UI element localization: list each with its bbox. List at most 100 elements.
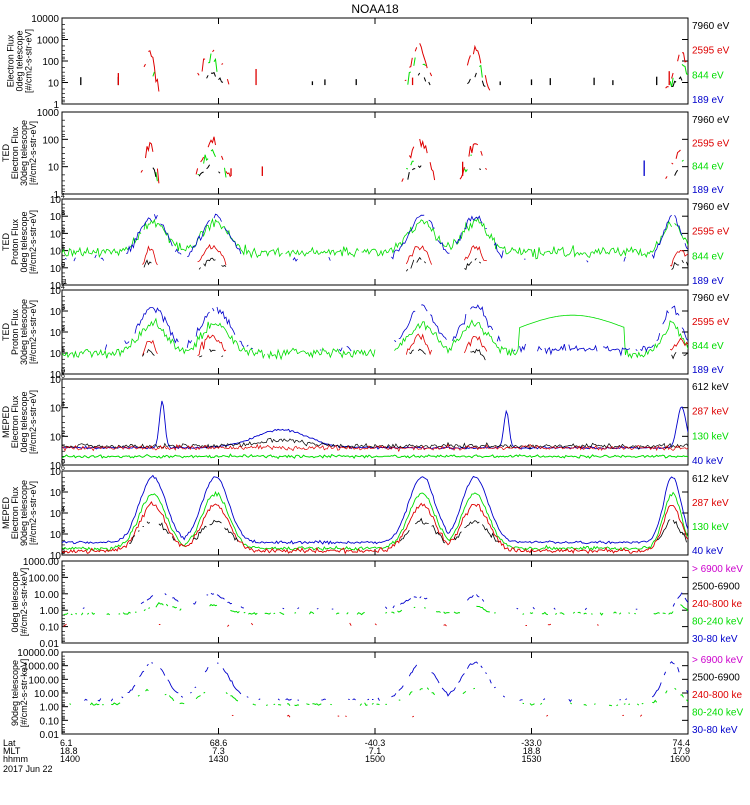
y-tick-exponent: 2 (61, 227, 65, 234)
y-tick-label: 100 (42, 135, 59, 146)
y-axis-label-line: Electron Flux (6, 34, 16, 87)
series-black (206, 71, 683, 88)
legend-entry: 189 eV (692, 276, 724, 287)
panel-1: 10000 1000 100 10 1 Electron Flux 0deg telesco… (6, 14, 730, 111)
series-black (142, 348, 688, 361)
series-green (152, 53, 688, 88)
panel-frame (61, 651, 689, 735)
series-red (232, 715, 688, 717)
y-tick-label: 10 (50, 264, 62, 275)
legend-entry: 7960 eV (692, 21, 730, 32)
series-green (62, 490, 688, 552)
y-tick-label: 1000.00 (23, 557, 60, 568)
legend-entry: 240-800 ke (692, 690, 742, 701)
legend-entry: 2595 eV (692, 227, 730, 238)
y-tick-label: 100.00 (28, 675, 59, 686)
y-tick-label: 0.10 (40, 623, 60, 634)
legend-entry: 287 keV (692, 498, 729, 509)
y-tick-label: 10000 (31, 14, 59, 25)
x-hhmm-value: 1400 (60, 754, 80, 764)
y-tick-label: 0.01 (40, 730, 60, 741)
legend-entry: 40 keV (692, 546, 723, 557)
y-tick-label: 10 (50, 375, 62, 386)
y-axis-label-line: [#/cm2-s-str-eV] (28, 390, 38, 454)
y-tick-label: 1.00 (40, 703, 60, 714)
series-blue (82, 592, 688, 611)
y-tick-label: 0.10 (40, 716, 60, 727)
legend-entry: 7960 eV (692, 115, 730, 126)
y-tick-label: 10 (50, 212, 62, 223)
x-hhmm-value: 1500 (365, 754, 385, 764)
panel-frame (61, 111, 689, 195)
y-axis-label-line: 0deg telescope (19, 211, 29, 272)
x-mlt-value: 7.3 (212, 746, 225, 756)
series-red (64, 623, 651, 627)
x-row-label: hhmm (3, 754, 28, 764)
legend-entry: 130 keV (692, 522, 729, 533)
legend-entry: 7960 eV (692, 202, 730, 213)
series-black (143, 256, 688, 272)
y-tick-label: 10 (50, 461, 62, 472)
panel-frame (61, 198, 689, 286)
y-axis-label-line: [#/cm2-s-str-keV] (19, 659, 29, 728)
y-axis-label-line: 90deg telescope (10, 660, 20, 726)
panel-data (141, 137, 688, 184)
y-axis-label-line: 30deg telescope (19, 120, 29, 186)
y-tick-label: 1.00 (40, 606, 60, 617)
y-tick-label: 10 (50, 530, 62, 541)
series-black (129, 517, 687, 544)
y-tick-exponent: 2 (61, 430, 65, 437)
y-tick-label: 1 (53, 100, 59, 111)
y-tick-label: 100.00 (28, 573, 59, 584)
y-tick-exponent: 0 (61, 262, 65, 269)
legend-entry: 30-80 keV (692, 634, 738, 645)
legend-entry: 2595 eV (692, 317, 730, 328)
legend-entry: 189 eV (692, 95, 724, 106)
panel-7: 1000.00 100.00 10.00 1.00 0.10 0.01 0deg teles… (10, 557, 743, 650)
legend-entry: 80-240 keV (692, 708, 743, 719)
y-tick-label: 10 (48, 163, 60, 174)
x-mlt-value: 18.8 (60, 746, 78, 756)
y-tick-label: 100 (42, 57, 59, 68)
y-axis-label-line: Electron Flux (10, 486, 20, 539)
y-tick-label: 10 (50, 509, 62, 520)
series-blue (62, 400, 688, 450)
series-green (62, 453, 688, 460)
panel-data (62, 474, 688, 555)
y-axis-label-line: MEPED (1, 497, 11, 530)
y-axis-label-line: Proton Flux (10, 308, 20, 355)
y-axis-label-line: TED (1, 232, 11, 251)
series-red (62, 500, 688, 555)
series-green (63, 601, 688, 616)
panel-2: 1000 100 10 1 TED Electron Flux 30deg telescop… (1, 108, 730, 201)
y-tick-label: 10.00 (34, 689, 59, 700)
legend-entry: 612 keV (692, 382, 729, 393)
series-red (141, 137, 688, 184)
y-tick-label: 10 (50, 432, 62, 443)
y-axis-label-line: TED (1, 143, 11, 162)
legend-entry: > 6900 keV (692, 655, 743, 666)
x-hhmm-value: 1600 (670, 754, 690, 764)
legend-entry: 844 eV (692, 251, 724, 262)
legend-entry: 189 eV (692, 365, 724, 376)
x-lat-value: 68.6 (210, 738, 228, 748)
x-row-label: Lat (3, 738, 16, 748)
y-tick-label: 10 (50, 229, 62, 240)
series-green (62, 314, 688, 361)
y-tick-exponent: 4 (61, 507, 65, 514)
y-tick-exponent: 3 (61, 210, 65, 217)
panel-data (63, 592, 688, 627)
x-mlt-value: 17.9 (672, 746, 690, 756)
y-tick-exponent: 0 (61, 459, 65, 466)
y-tick-label: 10 (50, 404, 62, 415)
legend-entry: 2595 eV (692, 46, 730, 57)
y-tick-label: 10000.00 (17, 648, 59, 659)
y-tick-exponent: 1 (61, 347, 65, 354)
series-green (156, 150, 688, 181)
y-tick-label: 10 (50, 488, 62, 499)
panel-data (62, 400, 688, 460)
legend-entry: 2500-6900 (692, 673, 740, 684)
y-tick-label: 10 (50, 467, 62, 478)
